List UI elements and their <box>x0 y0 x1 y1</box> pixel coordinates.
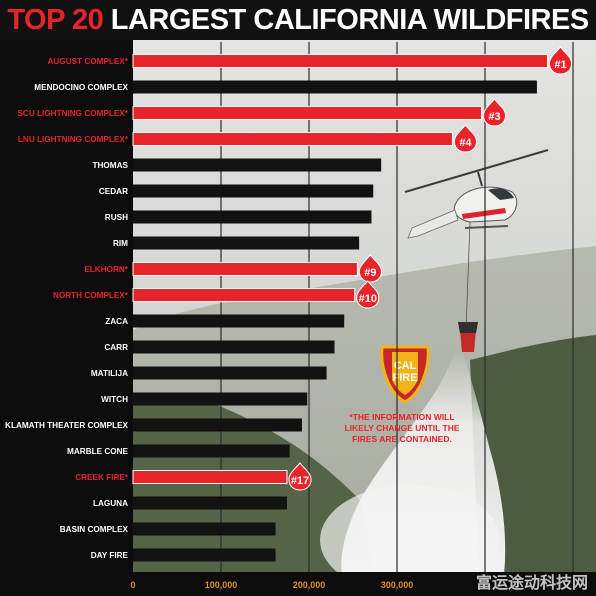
logo-line2: FIRE <box>392 372 417 384</box>
rank-badge-label: #17 <box>291 475 309 487</box>
axis-strip <box>0 572 596 596</box>
category-label: AUGUST COMPLEX* <box>47 57 128 66</box>
category-label: ELKHORN* <box>84 265 128 274</box>
bar <box>133 444 290 458</box>
flame-shape <box>356 280 380 309</box>
x-tick-label: 200,000 <box>293 580 326 590</box>
x-tick-label: 100,000 <box>205 580 238 590</box>
category-label: MATILIJA <box>91 369 128 378</box>
bar <box>133 392 308 406</box>
category-label: KLAMATH THEATER COMPLEX <box>5 421 128 430</box>
bar <box>133 548 276 562</box>
x-tick-label: 300,000 <box>381 580 414 590</box>
category-label: CREEK FIRE* <box>75 473 129 482</box>
flame-shape <box>288 462 312 491</box>
rank-badge-label: #1 <box>554 59 566 71</box>
footnote-line-3: FIRES ARE CONTAINED. <box>352 434 452 444</box>
category-label: LAGUNA <box>93 499 128 508</box>
category-label: CARR <box>104 343 128 352</box>
bar <box>133 80 537 94</box>
category-label: RUSH <box>105 213 128 222</box>
rank-badge-flame-icon: #1 <box>548 46 572 75</box>
category-label: ZACA <box>105 317 128 326</box>
category-label: MARBLE CONE <box>67 447 128 456</box>
x-axis-ticks: 0 100,000 200,000 300,000 <box>0 572 596 596</box>
title-accent: TOP 20 <box>7 3 104 36</box>
bar <box>133 496 287 510</box>
gridlines <box>0 40 574 596</box>
bar <box>133 158 382 172</box>
bar <box>133 340 335 354</box>
bar <box>133 236 360 250</box>
rank-badge-flame-icon: #10 <box>356 280 380 309</box>
flame-shape <box>548 46 572 75</box>
category-label: NORTH COMPLEX* <box>53 291 129 300</box>
footnote: *THE INFORMATION WILL LIKELY CHANGE UNTI… <box>344 412 459 444</box>
bar <box>132 54 548 68</box>
category-label: SCU LIGHTNING COMPLEX* <box>17 109 128 118</box>
rank-badge-flame-icon: #3 <box>482 98 506 127</box>
label-panel <box>0 40 133 596</box>
footnote-line-2: LIKELY CHANGE UNTIL THE <box>344 423 459 433</box>
bar <box>133 184 374 198</box>
logo-line1: CAL <box>394 360 417 372</box>
rank-badge-flame-icon: #4 <box>453 124 477 153</box>
x-tick-label: 0 <box>130 580 135 590</box>
title-rest: LARGEST CALIFORNIA WILDFIRES <box>103 3 589 36</box>
rank-badge-label: #4 <box>459 137 472 149</box>
bar <box>133 366 327 380</box>
bar <box>133 314 345 328</box>
cal-fire-logo: CAL FIRE <box>380 345 430 404</box>
category-labels: AUGUST COMPLEX* MENDOCINO COMPLEX SCU LIGH… <box>5 57 129 560</box>
bar <box>132 288 356 302</box>
category-label: THOMAS <box>93 161 129 170</box>
rank-badge-label: #9 <box>364 267 376 279</box>
flame-shape <box>358 254 382 283</box>
watermark: 富运途动科技网 <box>476 573 588 592</box>
flame-shape <box>482 98 506 127</box>
bar <box>133 210 372 224</box>
bar <box>132 470 288 484</box>
bar <box>133 522 276 536</box>
bar <box>132 106 482 120</box>
rank-badge-label: #3 <box>488 111 500 123</box>
background-scene: CAL FIRE <box>133 40 596 596</box>
bar <box>133 418 302 432</box>
category-label: WITCH <box>101 395 128 404</box>
bars <box>132 54 548 562</box>
category-label: BASIN COMPLEX <box>60 525 129 534</box>
bar <box>132 262 358 276</box>
rank-badge-flame-icon: #17 <box>288 462 312 491</box>
forest-slope <box>133 393 380 596</box>
category-label: LNU LIGHTNING COMPLEX* <box>18 135 129 144</box>
flame-shape <box>453 124 477 153</box>
rank-badge-flame-icon: #9 <box>358 254 382 283</box>
category-label: MENDOCINO COMPLEX <box>34 83 128 92</box>
title-bar: TOP 20 LARGEST CALIFORNIA WILDFIRES <box>0 0 596 40</box>
rank-badge-label: #10 <box>359 293 377 305</box>
category-label: CEDAR <box>99 187 128 196</box>
category-label: DAY FIRE <box>91 551 129 560</box>
smoke-cloud <box>320 485 500 595</box>
rank-badges: #1 #3 #4 #9 #10 #17 <box>288 46 572 491</box>
bar <box>132 132 453 146</box>
category-label: RIM <box>113 239 128 248</box>
chart-title: TOP 20 LARGEST CALIFORNIA WILDFIRES <box>7 3 589 37</box>
footnote-line-1: *THE INFORMATION WILL <box>349 412 454 422</box>
